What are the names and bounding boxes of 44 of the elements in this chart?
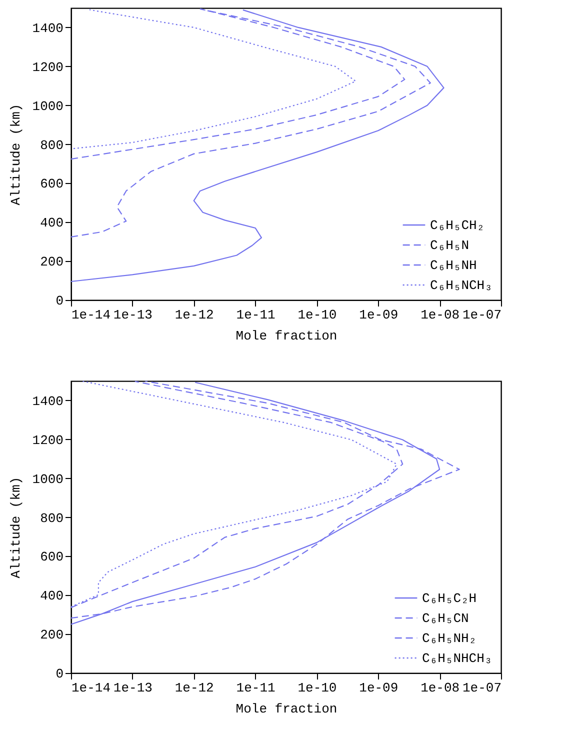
x-tick-label: 1e-10 (298, 308, 337, 322)
y-axis-title: Altitude (km) (8, 104, 24, 206)
y-tick-label: 1000 (32, 472, 64, 487)
x-tick-label: 1e-07 (462, 680, 502, 696)
y-tick-label: 0 (56, 294, 64, 308)
y-tick-label: 1000 (32, 98, 64, 114)
x-axis-title: Mole fraction (236, 702, 338, 716)
x-tick-label: 1e-08 (420, 680, 460, 696)
y-axis-title: Altitude (km) (8, 476, 24, 578)
y-tick-label: 1200 (32, 60, 64, 75)
legend-label: C₆H₅CH₂ (430, 218, 485, 233)
legend-label: C₆H₅CN (422, 611, 469, 626)
legend-label: C₆H₅NCH₃ (430, 278, 492, 293)
y-tick-label: 200 (40, 628, 64, 643)
x-tick-label: 1e-07 (462, 308, 502, 322)
x-tick-label: 1e-11 (236, 680, 276, 696)
legend-label: C₆H₅N (430, 238, 470, 253)
y-tick-label: 1400 (32, 20, 64, 36)
y-tick-label: 800 (40, 138, 64, 153)
x-tick-label: 1e-13 (113, 680, 152, 696)
legend-label: C₆H₅NHCH₃ (422, 651, 492, 666)
x-tick-label: 1e-14 (72, 680, 111, 696)
y-tick-label: 400 (40, 216, 64, 231)
legend-label: C₆H₅C₂H (422, 591, 477, 606)
y-tick-label: 600 (40, 550, 64, 565)
x-tick-label: 1e-08 (420, 308, 460, 322)
x-tick-label: 1e-12 (174, 680, 214, 696)
y-tick-label: 0 (56, 666, 64, 682)
x-tick-label: 1e-14 (72, 308, 111, 322)
y-tick-label: 400 (40, 588, 64, 604)
y-tick-label: 200 (40, 254, 64, 270)
y-tick-label: 1400 (32, 394, 64, 409)
y-tick-label: 800 (40, 510, 64, 526)
x-tick-label: 1e-13 (113, 308, 152, 322)
x-tick-label: 1e-11 (236, 308, 276, 322)
legend-label: C₆H₅NH (430, 258, 477, 273)
y-tick-label: 600 (40, 176, 64, 192)
x-axis-title: Mole fraction (236, 328, 338, 344)
y-tick-label: 1200 (32, 432, 64, 448)
x-tick-label: 1e-09 (359, 308, 398, 322)
x-tick-label: 1e-12 (174, 308, 214, 322)
x-tick-label: 1e-09 (359, 680, 398, 696)
legend-label: C₆H₅NH₂ (422, 631, 477, 646)
x-tick-label: 1e-10 (298, 680, 337, 696)
